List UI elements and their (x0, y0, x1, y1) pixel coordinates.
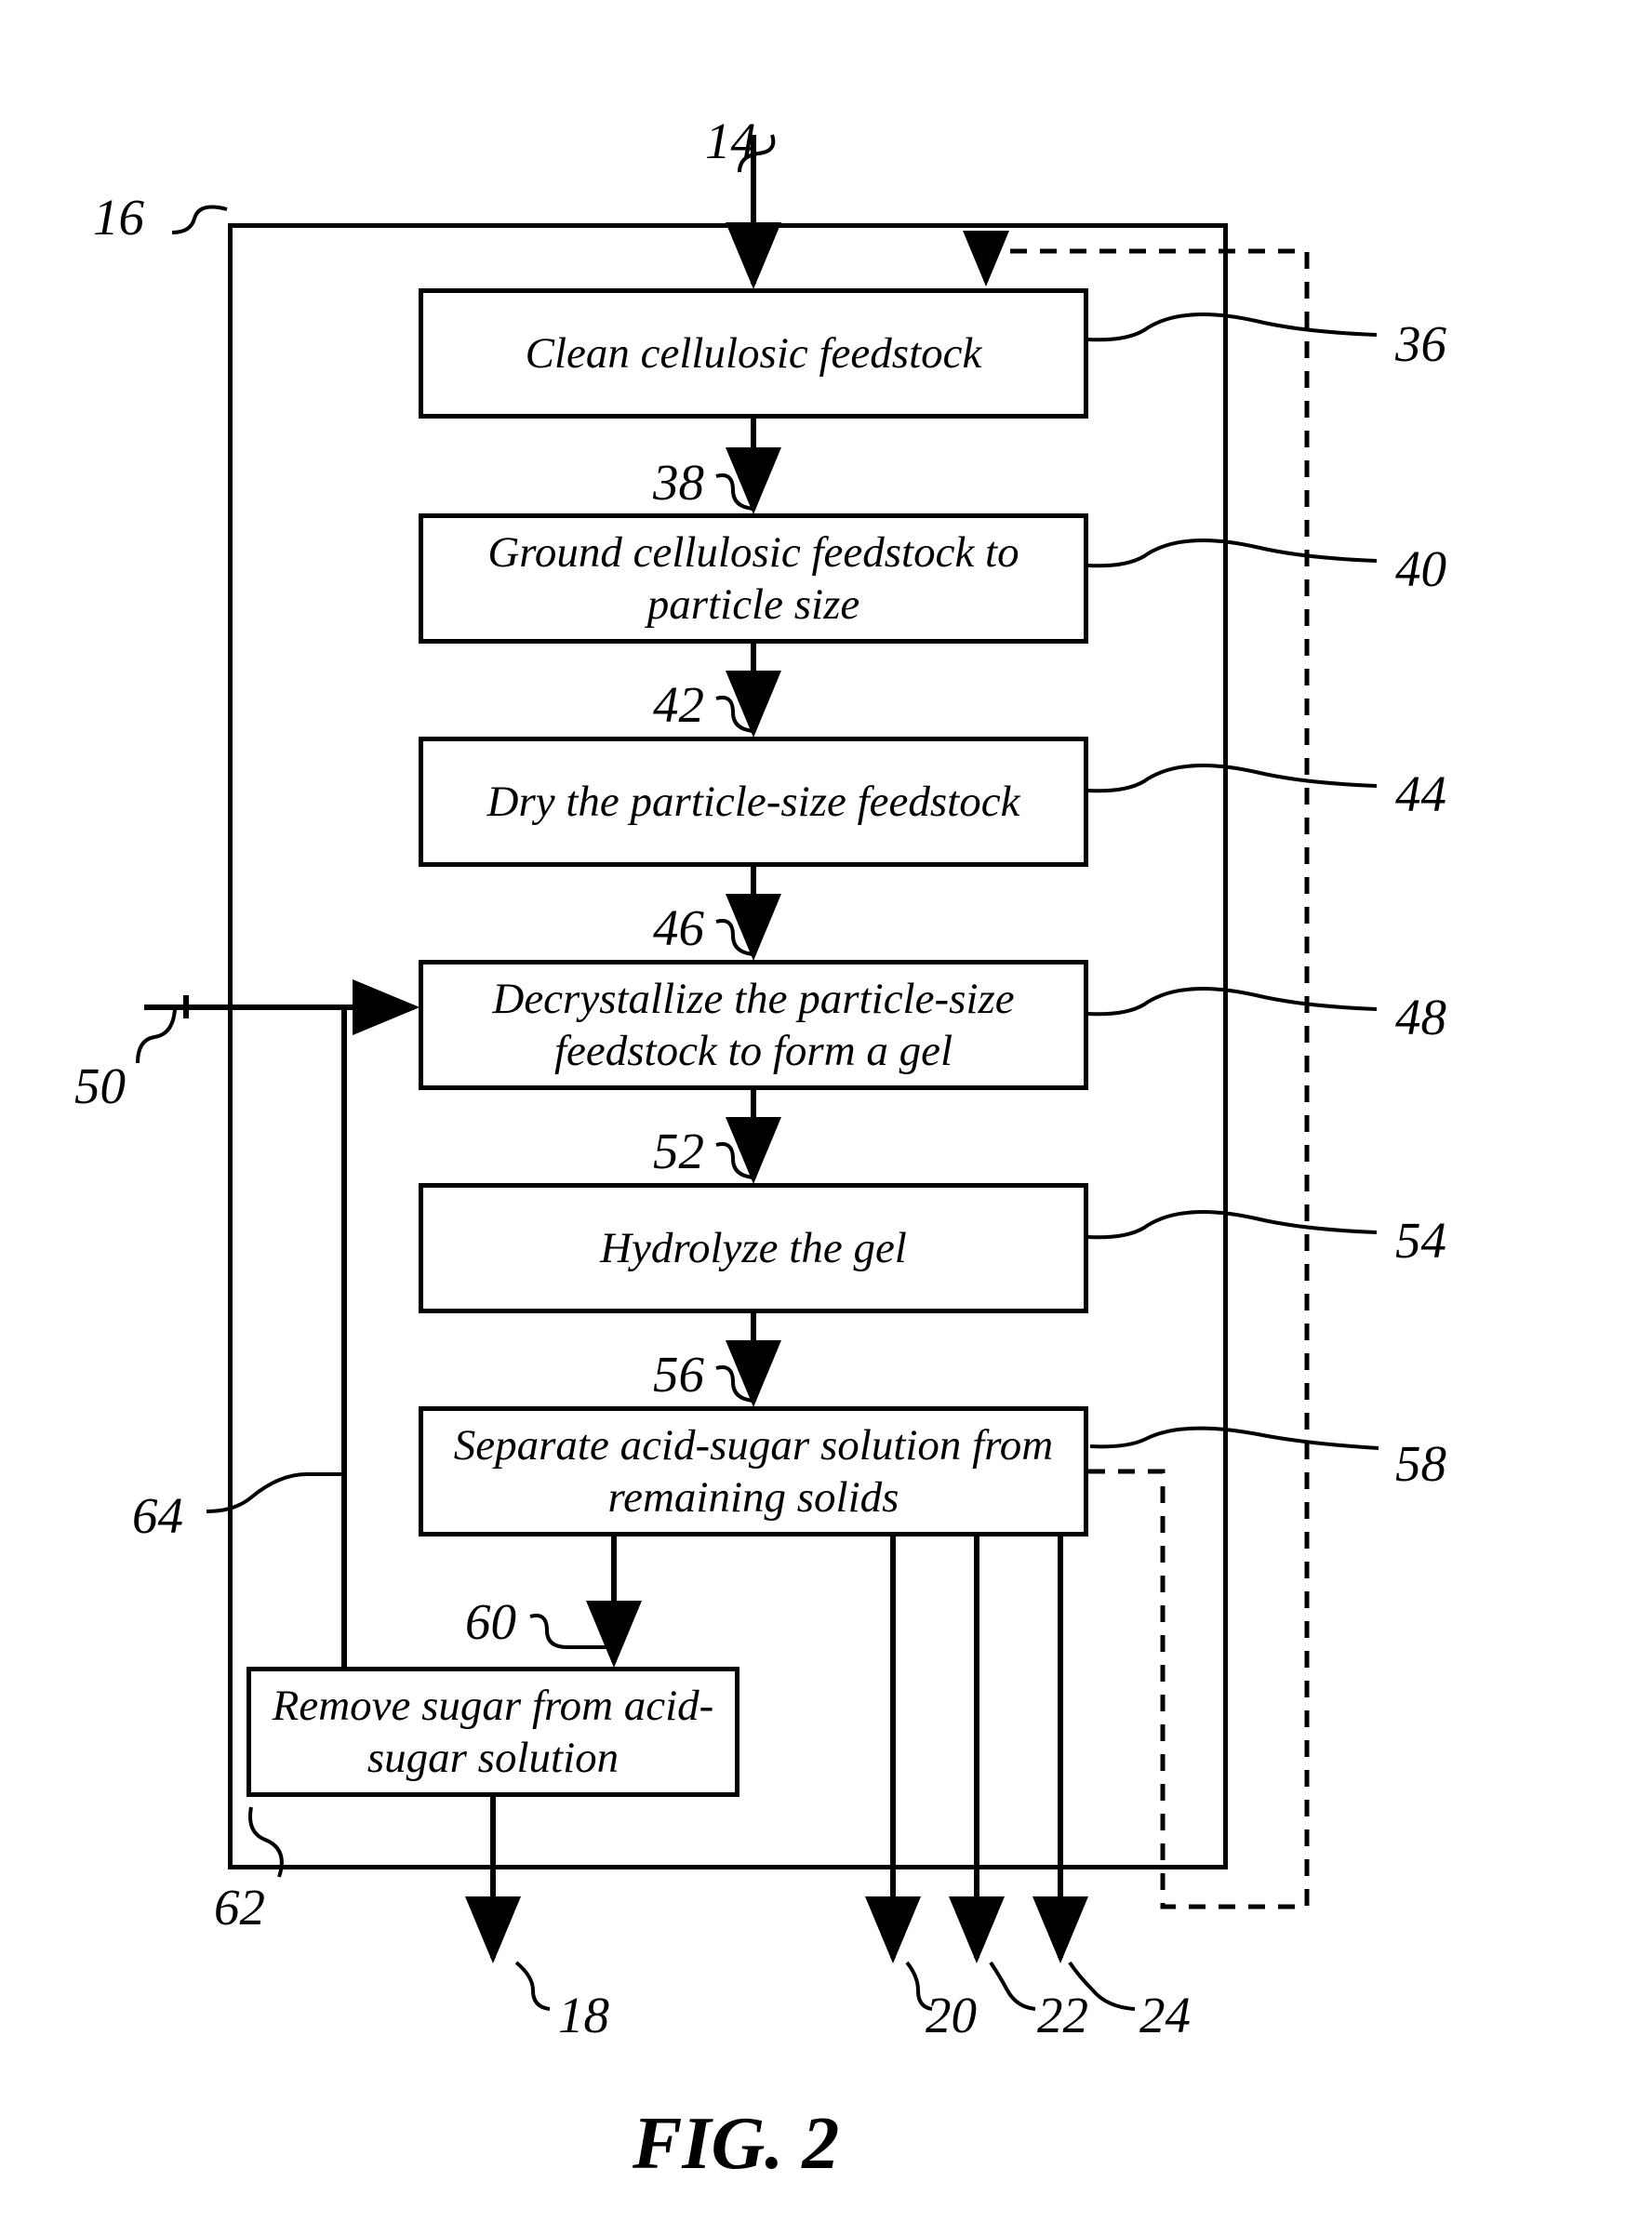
box-label: Ground cellulosic feedstock to particle … (433, 526, 1074, 632)
box-label: Decrystallize the particle-size feedstoc… (433, 973, 1074, 1078)
ref-64: 64 (132, 1486, 183, 1545)
ref-58: 58 (1395, 1434, 1446, 1493)
ref-38: 38 (653, 453, 704, 512)
box-dry-feedstock: Dry the particle-size feedstock (419, 737, 1088, 867)
box-label: Hydrolyze the gel (600, 1222, 907, 1274)
ref-56: 56 (653, 1345, 704, 1404)
box-label: Dry the particle-size feedstock (487, 776, 1020, 828)
box-clean-feedstock: Clean cellulosic feedstock (419, 288, 1088, 419)
box-decrystallize: Decrystallize the particle-size feedstoc… (419, 960, 1088, 1090)
ref-54: 54 (1395, 1211, 1446, 1270)
ref-14: 14 (705, 112, 756, 170)
box-ground-feedstock: Ground cellulosic feedstock to particle … (419, 513, 1088, 644)
ref-22: 22 (1037, 1986, 1088, 2044)
box-hydrolyze: Hydrolyze the gel (419, 1183, 1088, 1313)
ref-46: 46 (653, 898, 704, 957)
ref-60: 60 (465, 1592, 516, 1651)
box-remove-sugar: Remove sugar from acid-sugar solution (246, 1667, 739, 1797)
box-label: Remove sugar from acid-sugar solution (260, 1680, 726, 1785)
ref-42: 42 (653, 675, 704, 734)
ref-52: 52 (653, 1122, 704, 1180)
box-separate: Separate acid-sugar solution from remain… (419, 1406, 1088, 1537)
ref-18: 18 (558, 1986, 609, 2044)
ref-20: 20 (926, 1986, 977, 2044)
ref-24: 24 (1139, 1986, 1191, 2044)
ref-48: 48 (1395, 988, 1446, 1046)
figure-label: FIG. 2 (633, 2102, 839, 2187)
ref-16: 16 (93, 188, 144, 246)
ref-40: 40 (1395, 539, 1446, 598)
box-label: Clean cellulosic feedstock (526, 327, 982, 379)
ref-36: 36 (1395, 314, 1446, 373)
ref-50: 50 (74, 1057, 126, 1115)
ref-62: 62 (214, 1878, 265, 1936)
ref-44: 44 (1395, 765, 1446, 823)
flowchart-diagram: Clean cellulosic feedstock Ground cellul… (0, 0, 1652, 2235)
box-label: Separate acid-sugar solution from remain… (433, 1419, 1074, 1524)
